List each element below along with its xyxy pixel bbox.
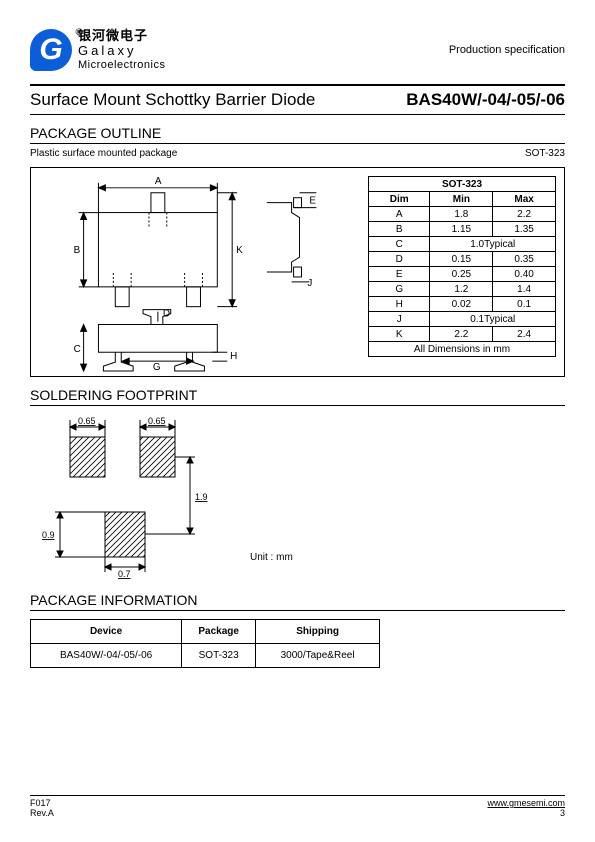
- dim-row: K2.22.4: [369, 327, 556, 342]
- pkginfo-col-package: Package: [182, 620, 256, 644]
- dim-row: A1.82.2: [369, 207, 556, 222]
- dim-table-footer: All Dimensions in mm: [369, 342, 556, 357]
- footer-rev: Rev.A: [30, 808, 54, 818]
- dim-label-j: J: [307, 278, 312, 289]
- doc-type-label: Production specification: [449, 44, 565, 56]
- footer-page: 3: [487, 808, 565, 818]
- outline-subtitle: Plastic surface mounted package SOT-323: [30, 148, 565, 159]
- fp-dim-19: 1.9: [195, 492, 208, 502]
- dim-col-max: Max: [493, 192, 556, 207]
- pkginfo-device: BAS40W/-04/-05/-06: [31, 644, 182, 668]
- footer-left: F017 Rev.A: [30, 798, 54, 818]
- package-drawing: A B K E J G D C H: [31, 168, 364, 376]
- registered-mark: ®: [75, 27, 82, 37]
- unit-label: Unit : mm: [250, 552, 293, 563]
- outline-sub-right: SOT-323: [525, 148, 565, 159]
- logo-cn: 银河微电子: [78, 29, 165, 44]
- fp-dim-065b: 0.65: [148, 416, 166, 426]
- footprint-drawing: 0.65 0.65 1.9 0.9 0.7 Unit : mm: [30, 412, 565, 582]
- logo-en-line2: Microelectronics: [78, 59, 165, 72]
- dimension-table: SOT-323 Dim Min Max A1.82.2B1.151.35C1.0…: [368, 176, 556, 357]
- dim-table-title: SOT-323: [369, 177, 556, 192]
- pkginfo-shipping: 3000/Tape&Reel: [256, 644, 380, 668]
- fp-dim-07: 0.7: [118, 569, 131, 579]
- dim-row: J0.1Typical: [369, 312, 556, 327]
- logo-text: 银河微电子 Galaxy Microelectronics: [78, 29, 165, 72]
- outline-container: A B K E J G D C H SOT-323 Dim Min Max A1…: [30, 167, 565, 377]
- dim-row: D0.150.35: [369, 252, 556, 267]
- section-package-outline: PACKAGE OUTLINE: [30, 125, 565, 144]
- footer-url: www.gmesemi.com: [487, 798, 565, 808]
- dim-label-a: A: [155, 176, 162, 187]
- dimension-table-wrap: SOT-323 Dim Min Max A1.82.2B1.151.35C1.0…: [364, 168, 564, 376]
- package-outline-svg: A B K E J G D C H: [31, 168, 364, 376]
- logo-block: G ® 银河微电子 Galaxy Microelectronics: [30, 29, 165, 72]
- dim-row: C1.0Typical: [369, 237, 556, 252]
- logo-mark: G ®: [30, 29, 72, 71]
- dim-label-b: B: [74, 245, 81, 256]
- dim-row: G1.21.4: [369, 282, 556, 297]
- pkginfo-col-shipping: Shipping: [256, 620, 380, 644]
- product-description: Surface Mount Schottky Barrier Diode: [30, 90, 315, 110]
- logo-en-line1: Galaxy: [78, 44, 165, 59]
- pkginfo-package: SOT-323: [182, 644, 256, 668]
- fp-dim-065a: 0.65: [78, 416, 96, 426]
- dim-row: H0.020.1: [369, 297, 556, 312]
- section-package-info: PACKAGE INFORMATION: [30, 592, 565, 611]
- dim-label-e: E: [309, 196, 316, 207]
- dim-label-h: H: [230, 351, 237, 362]
- dim-row: E0.250.40: [369, 267, 556, 282]
- dim-label-g: G: [153, 362, 161, 373]
- dim-col-min: Min: [430, 192, 493, 207]
- footer-code: F017: [30, 798, 54, 808]
- page-header: G ® 银河微电子 Galaxy Microelectronics Produc…: [30, 20, 565, 80]
- pkginfo-col-device: Device: [31, 620, 182, 644]
- section-soldering-footprint: SOLDERING FOOTPRINT: [30, 387, 565, 406]
- dim-label-c: C: [74, 344, 81, 355]
- fp-dim-09: 0.9: [42, 530, 55, 540]
- dim-row: B1.151.35: [369, 222, 556, 237]
- page-footer: F017 Rev.A www.gmesemi.com 3: [30, 795, 565, 818]
- logo-letter: G: [39, 33, 62, 67]
- outline-sub-left: Plastic surface mounted package: [30, 148, 177, 159]
- footer-right: www.gmesemi.com 3: [487, 798, 565, 818]
- dim-label-k: K: [236, 245, 243, 256]
- package-info-table: Device Package Shipping BAS40W/-04/-05/-…: [30, 619, 380, 668]
- dim-label-d: D: [163, 309, 170, 320]
- part-number: BAS40W/-04/-05/-06: [406, 90, 565, 110]
- title-bar: Surface Mount Schottky Barrier Diode BAS…: [30, 84, 565, 115]
- dim-col-dim: Dim: [369, 192, 430, 207]
